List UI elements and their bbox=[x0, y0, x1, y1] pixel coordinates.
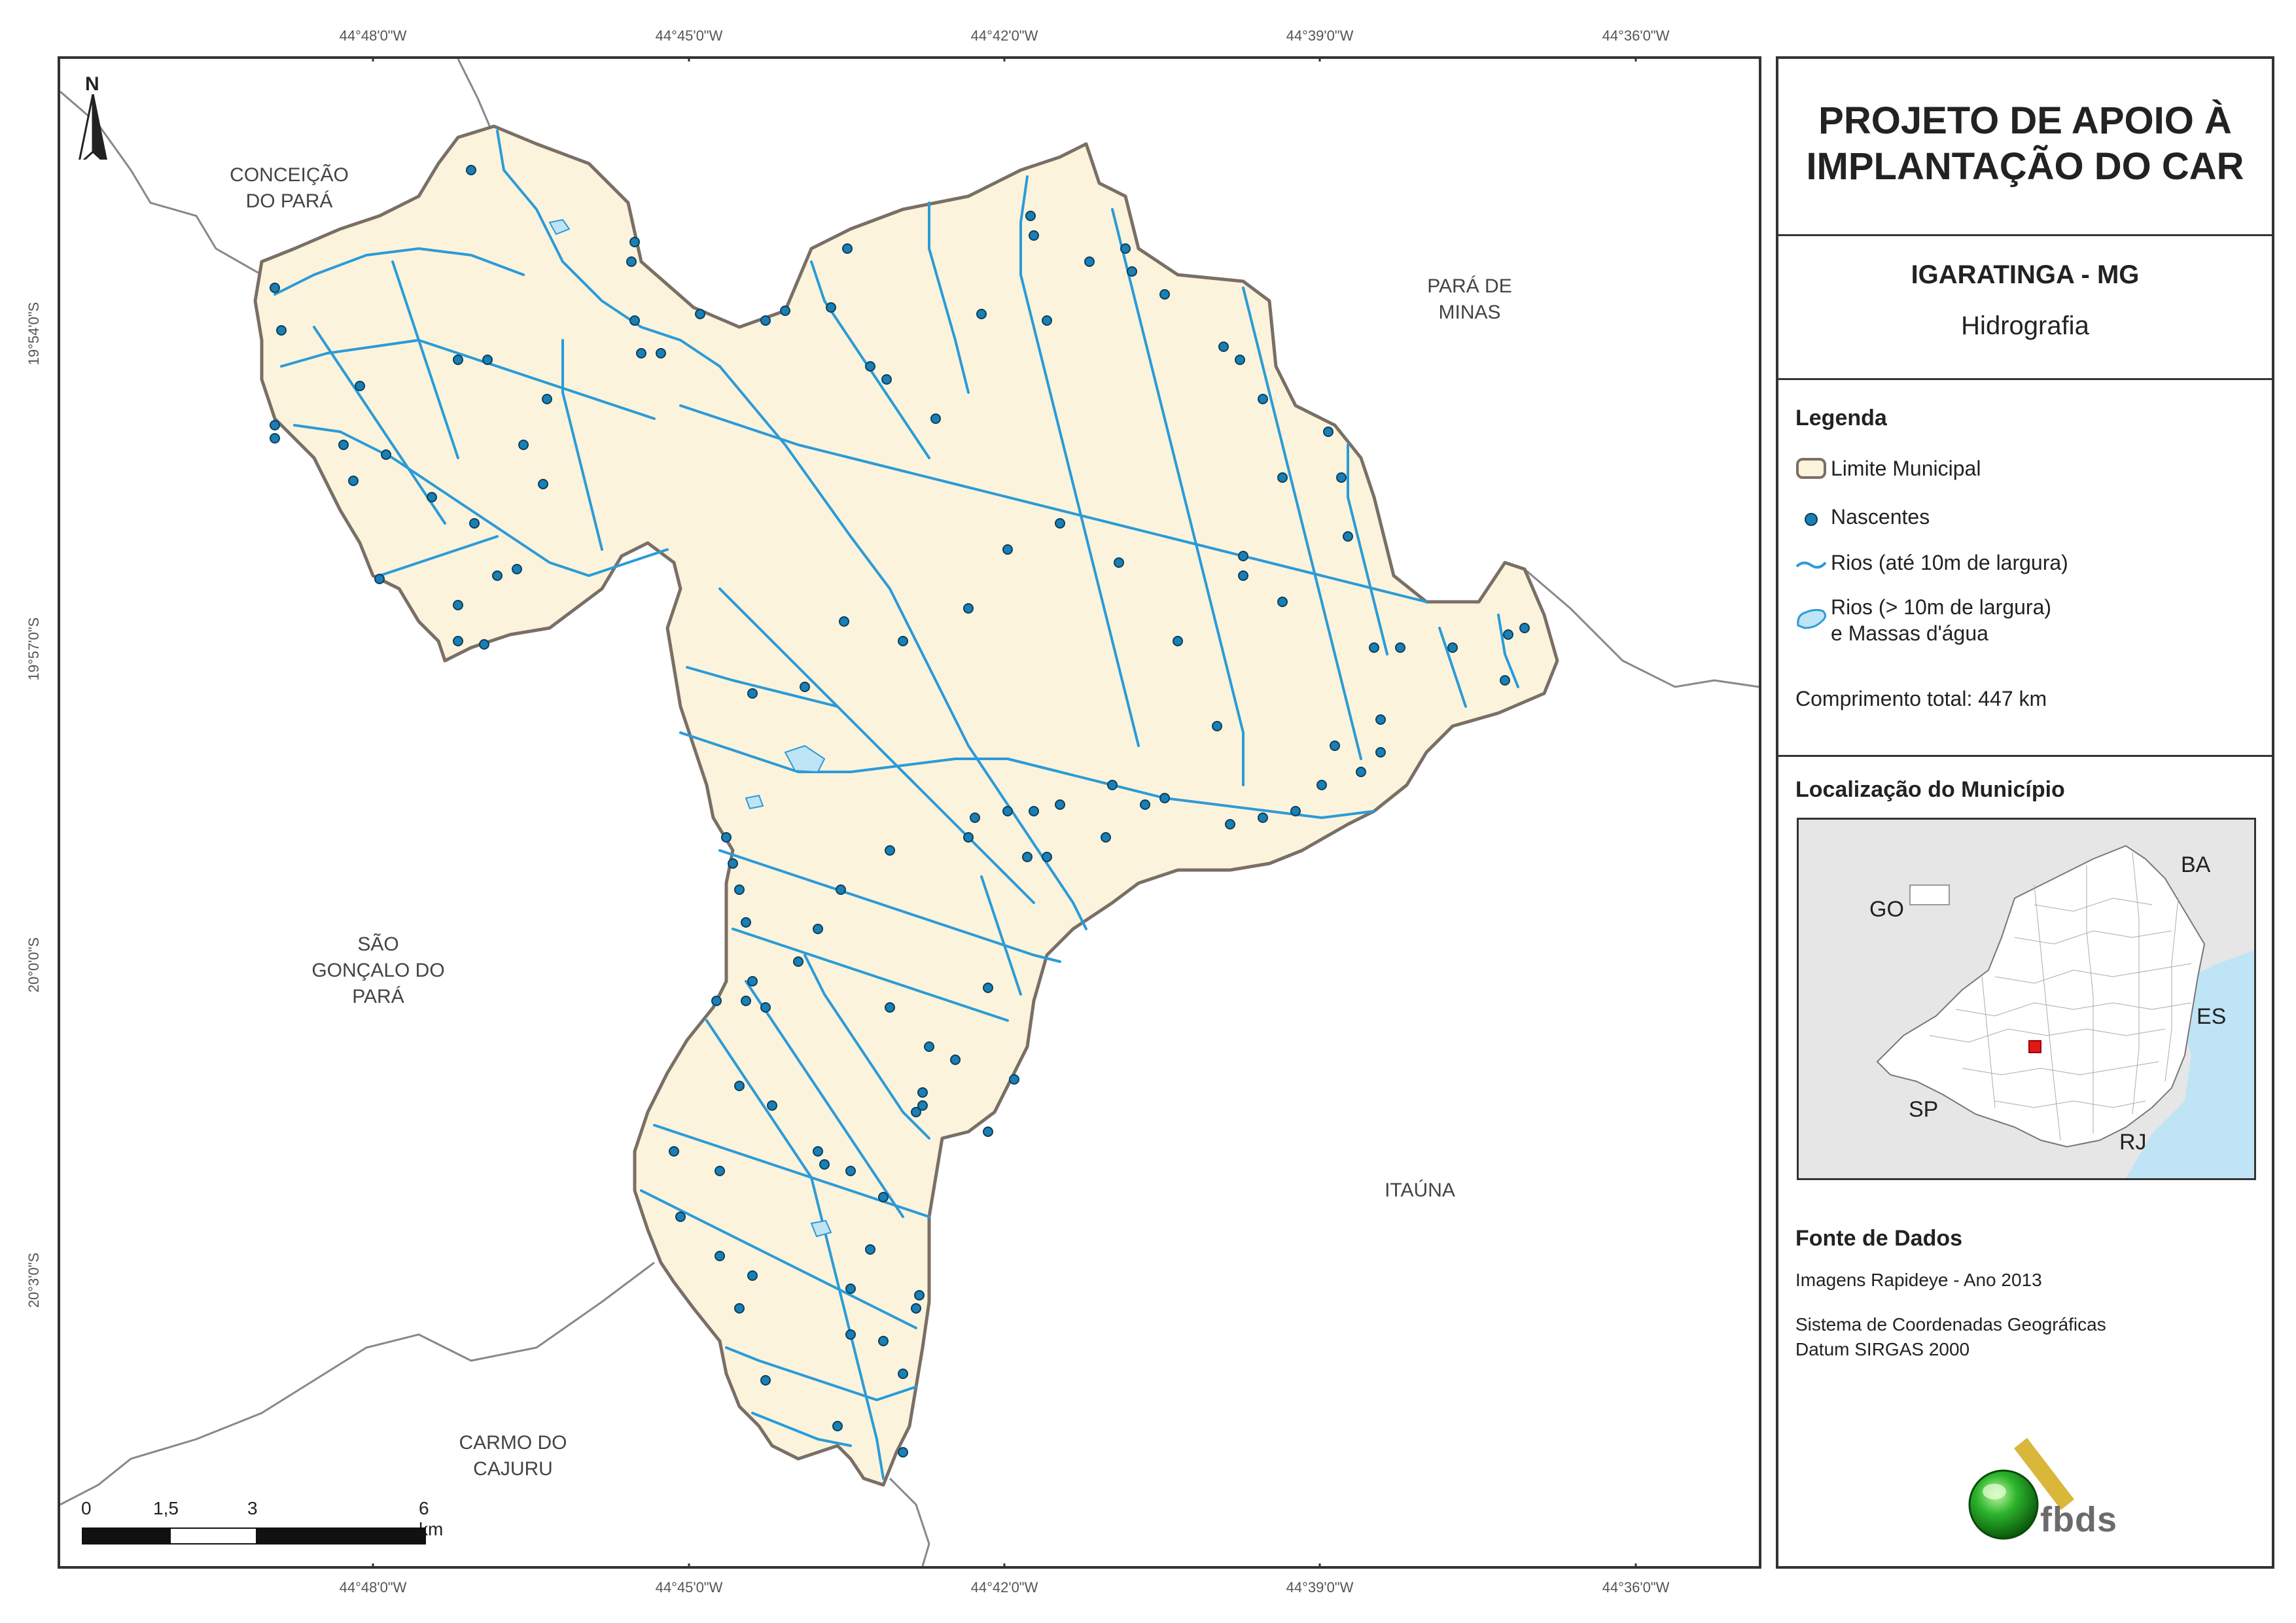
place-para-line-1: PARÁ DE bbox=[1427, 275, 1512, 297]
panel-divider-2 bbox=[1778, 378, 2272, 380]
place-para-line-2: MINAS bbox=[1438, 302, 1501, 323]
place-carmo-do-cajuru: CARMO DO CAJURU bbox=[459, 1430, 567, 1482]
location-heading: Localização do Município bbox=[1795, 777, 2065, 802]
coord-top-3: 44°42'0"W bbox=[970, 27, 1038, 44]
place-conceicao-line-1: CONCEIÇÃO bbox=[230, 164, 349, 186]
inset-label-go: GO bbox=[1869, 897, 1904, 922]
frame-ticks bbox=[372, 59, 1637, 1566]
place-conceicao-line-2: DO PARÁ bbox=[245, 190, 333, 212]
scale-label-1: 1,5 bbox=[153, 1498, 179, 1518]
coord-bottom-3: 44°42'0"W bbox=[970, 1579, 1038, 1596]
legend-rios-grandes-icon bbox=[1797, 608, 1826, 629]
coord-bottom-1: 44°48'0"W bbox=[339, 1579, 407, 1596]
place-sao-line-1: SÃO bbox=[357, 934, 399, 955]
inset-label-sp: SP bbox=[1909, 1097, 1939, 1122]
place-conceicao-do-para: CONCEIÇÃO DO PARÁ bbox=[230, 162, 349, 215]
inset-label-ba: BA bbox=[2181, 852, 2211, 877]
springs bbox=[270, 165, 1530, 1457]
municipality-boundary bbox=[253, 124, 1559, 1487]
panel-subtitle: IGARATINGA - MG bbox=[1911, 260, 2140, 289]
river-network bbox=[274, 130, 1519, 1480]
coord-bottom-4: 44°39'0"W bbox=[1286, 1579, 1354, 1596]
fbds-logo-graphic bbox=[1968, 1438, 2074, 1540]
place-sao-line-3: PARÁ bbox=[352, 986, 404, 1007]
panel-divider-1 bbox=[1778, 234, 2272, 236]
place-sao-goncalo-do-para: SÃO GONÇALO DO PARÁ bbox=[311, 932, 444, 1010]
coord-top-4: 44°39'0"W bbox=[1286, 27, 1354, 44]
legend-nascentes-label: Nascentes bbox=[1831, 505, 1930, 529]
panel-title: PROJETO DE APOIO À IMPLANTAÇÃO DO CAR bbox=[1778, 98, 2272, 190]
place-para-de-minas: PARÁ DE MINAS bbox=[1427, 273, 1511, 326]
legend-rios-grandes-line-1: Rios (> 10m de largura) bbox=[1831, 595, 2052, 619]
coord-top-1: 44°48'0"W bbox=[339, 27, 407, 44]
north-arrow-icon bbox=[79, 94, 107, 160]
total-length: Comprimento total: 447 km bbox=[1795, 687, 2047, 710]
place-sao-line-2: GONÇALO DO bbox=[311, 960, 445, 981]
fbds-logo-text: fbds bbox=[2040, 1500, 2117, 1539]
coord-top-5: 44°36'0"W bbox=[1602, 27, 1670, 44]
location-inset: GO BA ES SP RJ bbox=[1797, 818, 2256, 1180]
coord-left-1: 19°54'0"S bbox=[26, 302, 42, 366]
scale-bar-graphic bbox=[82, 1527, 426, 1544]
panel-title-line-1: PROJETO DE APOIO À bbox=[1818, 99, 2232, 142]
place-itauna: ITAÚNA bbox=[1385, 1179, 1455, 1201]
scale-bar: 0 1,5 3 6 km bbox=[81, 1498, 448, 1550]
north-arrow: N bbox=[73, 73, 113, 160]
inset-label-es: ES bbox=[2197, 1004, 2227, 1029]
north-label: N bbox=[85, 73, 99, 95]
legend-rios-grandes-line-2: e Massas d'água bbox=[1831, 621, 1988, 645]
panel-theme: Hidrografia bbox=[1961, 311, 2089, 340]
coord-left-3: 20°0'0"S bbox=[26, 937, 42, 993]
place-carmo-line-2: CAJURU bbox=[473, 1458, 553, 1480]
minas-gerais-shape bbox=[1876, 845, 2206, 1148]
coord-left-2: 19°57'0"S bbox=[26, 617, 42, 681]
coord-left-4: 20°3'0"S bbox=[26, 1252, 42, 1308]
source-crs: Sistema de Coordenadas Geográficas bbox=[1795, 1314, 2106, 1335]
coord-bottom-5: 44°36'0"W bbox=[1602, 1579, 1670, 1596]
water-bodies bbox=[548, 218, 832, 1238]
legend-nascentes-icon bbox=[1805, 513, 1818, 526]
inset-map-graphic bbox=[1876, 845, 2254, 1178]
legend-rios-grandes-label: Rios (> 10m de largura) e Massas d'água bbox=[1831, 594, 2051, 646]
source-datum: Datum SIRGAS 2000 bbox=[1795, 1339, 1970, 1359]
panel-divider-3 bbox=[1778, 755, 2272, 757]
sources-heading: Fonte de Dados bbox=[1795, 1226, 1963, 1251]
scale-label-2: 3 bbox=[247, 1498, 258, 1518]
fbds-logo: fbds bbox=[1935, 1429, 2132, 1540]
legend-rios-pequenos-icon bbox=[1795, 561, 1827, 569]
legend-limite-label: Limite Municipal bbox=[1831, 457, 1981, 480]
scale-label-0: 0 bbox=[81, 1498, 92, 1518]
map-canvas bbox=[60, 59, 1759, 1566]
source-imagery: Imagens Rapideye - Ano 2013 bbox=[1795, 1270, 2042, 1290]
coord-top-2: 44°45'0"W bbox=[655, 27, 723, 44]
panel-title-line-2: IMPLANTAÇÃO DO CAR bbox=[1806, 145, 2244, 188]
municipality-marker bbox=[2028, 1040, 2041, 1053]
place-carmo-line-1: CARMO DO bbox=[459, 1432, 567, 1454]
coord-bottom-2: 44°45'0"W bbox=[655, 1579, 723, 1596]
inset-label-rj: RJ bbox=[2119, 1130, 2147, 1155]
legend-rios-pequenos-label: Rios (até 10m de largura) bbox=[1831, 551, 2068, 574]
legend-limite-icon bbox=[1796, 458, 1826, 479]
info-panel: PROJETO DE APOIO À IMPLANTAÇÃO DO CAR IG… bbox=[1776, 56, 2274, 1569]
legend-heading: Legenda bbox=[1795, 406, 1887, 430]
